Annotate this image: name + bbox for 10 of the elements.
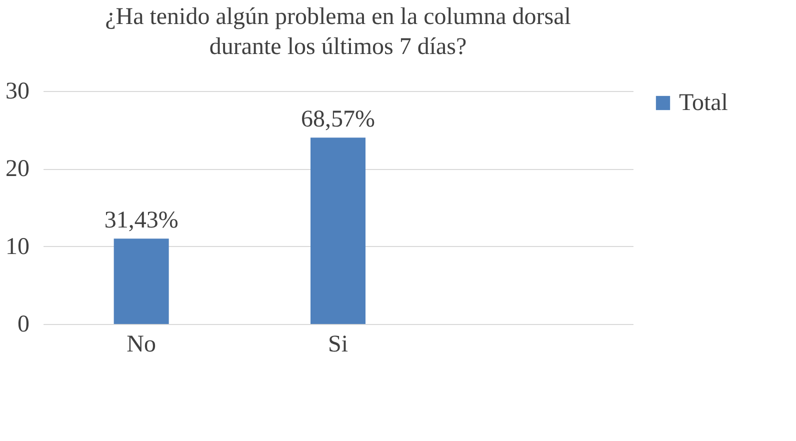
x-tick-label: No (126, 332, 156, 358)
legend-label: Total (679, 90, 728, 116)
annotation: 68,57% (301, 106, 375, 133)
y-tick-label: 10 (6, 234, 30, 260)
y-tick-label: 0 (18, 312, 30, 338)
chart-title: ¿Ha tenido algún problema en la columna dorsal durante los últimos 7 días? (105, 4, 572, 60)
y-tick-label: 30 (6, 78, 30, 104)
y-tick-label: 20 (6, 156, 30, 182)
x-tick-label: Si (328, 332, 348, 358)
annotation: 31,43% (104, 208, 178, 234)
